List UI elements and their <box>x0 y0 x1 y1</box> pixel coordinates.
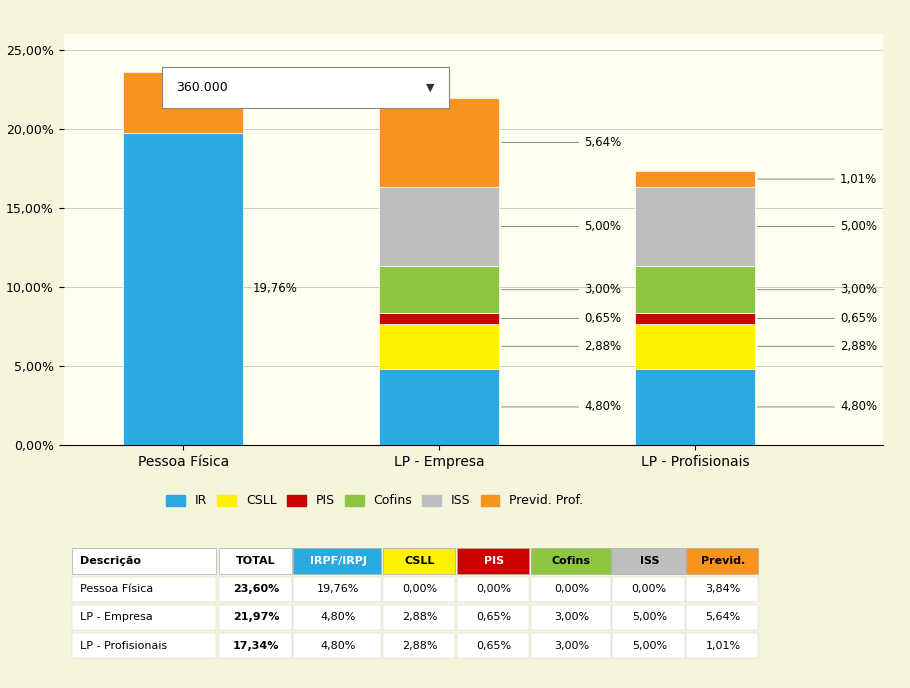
FancyBboxPatch shape <box>72 577 217 602</box>
FancyBboxPatch shape <box>686 548 758 574</box>
Text: 3,00%: 3,00% <box>554 612 589 623</box>
Text: 5,64%: 5,64% <box>705 612 741 623</box>
FancyBboxPatch shape <box>686 605 758 630</box>
Bar <box>635 187 754 266</box>
Bar <box>379 98 499 187</box>
Text: 21,97%: 21,97% <box>233 612 279 623</box>
Bar <box>635 323 754 369</box>
Text: 5,00%: 5,00% <box>632 612 667 623</box>
FancyBboxPatch shape <box>293 577 381 602</box>
FancyBboxPatch shape <box>293 548 381 574</box>
Bar <box>379 266 499 313</box>
Text: Pessoa Física: Pessoa Física <box>80 584 153 594</box>
Text: 23,60%: 23,60% <box>233 584 279 594</box>
FancyBboxPatch shape <box>219 577 291 602</box>
FancyBboxPatch shape <box>219 633 291 658</box>
FancyBboxPatch shape <box>383 548 455 574</box>
FancyBboxPatch shape <box>686 577 758 602</box>
FancyBboxPatch shape <box>531 548 611 574</box>
Text: 5,00%: 5,00% <box>632 641 667 651</box>
Text: 2,88%: 2,88% <box>402 612 438 623</box>
FancyBboxPatch shape <box>293 605 381 630</box>
FancyBboxPatch shape <box>383 633 455 658</box>
Text: 0,00%: 0,00% <box>402 584 438 594</box>
FancyBboxPatch shape <box>219 605 291 630</box>
FancyBboxPatch shape <box>457 577 529 602</box>
Text: 0,65%: 0,65% <box>757 312 877 325</box>
FancyBboxPatch shape <box>457 605 529 630</box>
Bar <box>379 313 499 323</box>
FancyBboxPatch shape <box>686 633 758 658</box>
FancyBboxPatch shape <box>72 548 217 574</box>
Text: 3,84%: 3,84% <box>253 96 290 109</box>
Bar <box>635 369 754 445</box>
FancyBboxPatch shape <box>612 577 684 602</box>
Bar <box>635 171 754 187</box>
Bar <box>379 187 499 266</box>
Text: 4,80%: 4,80% <box>320 612 356 623</box>
FancyBboxPatch shape <box>531 605 611 630</box>
Text: 0,00%: 0,00% <box>632 584 667 594</box>
FancyBboxPatch shape <box>531 633 611 658</box>
FancyBboxPatch shape <box>72 605 217 630</box>
Legend: IR, CSLL, PIS, Cofins, ISS, Previd. Prof.: IR, CSLL, PIS, Cofins, ISS, Previd. Prof… <box>161 489 589 513</box>
Text: CSLL: CSLL <box>405 556 435 566</box>
Bar <box>124 133 243 445</box>
Text: PIS: PIS <box>483 556 504 566</box>
FancyBboxPatch shape <box>612 633 684 658</box>
FancyBboxPatch shape <box>383 605 455 630</box>
Text: 4,80%: 4,80% <box>320 641 356 651</box>
FancyBboxPatch shape <box>457 548 529 574</box>
Text: 2,88%: 2,88% <box>757 340 877 353</box>
Text: ISS: ISS <box>640 556 659 566</box>
Text: 1,01%: 1,01% <box>757 173 877 186</box>
Text: 4,80%: 4,80% <box>757 400 877 413</box>
Text: IRPF/IRPJ: IRPF/IRPJ <box>309 556 367 566</box>
Text: Cofins: Cofins <box>552 556 591 566</box>
Text: Previd.: Previd. <box>701 556 745 566</box>
FancyBboxPatch shape <box>72 633 217 658</box>
Text: LP - Profisionais: LP - Profisionais <box>80 641 167 651</box>
Text: 3,00%: 3,00% <box>554 641 589 651</box>
Bar <box>379 369 499 445</box>
Text: 0,00%: 0,00% <box>476 584 511 594</box>
Text: 0,00%: 0,00% <box>554 584 589 594</box>
Text: 19,76%: 19,76% <box>253 282 298 295</box>
Bar <box>124 72 243 133</box>
Text: 2,88%: 2,88% <box>501 340 622 353</box>
FancyBboxPatch shape <box>612 548 684 574</box>
Text: 3,00%: 3,00% <box>501 283 622 296</box>
Text: 17,34%: 17,34% <box>233 641 279 651</box>
Text: 19,76%: 19,76% <box>317 584 359 594</box>
Text: 3,00%: 3,00% <box>757 283 877 296</box>
Text: 1,01%: 1,01% <box>705 641 741 651</box>
Text: 4,80%: 4,80% <box>501 400 622 413</box>
FancyBboxPatch shape <box>612 605 684 630</box>
Text: 0,65%: 0,65% <box>501 312 622 325</box>
Bar <box>379 323 499 369</box>
FancyBboxPatch shape <box>457 633 529 658</box>
FancyBboxPatch shape <box>383 577 455 602</box>
Text: 5,00%: 5,00% <box>757 220 877 233</box>
Bar <box>635 313 754 323</box>
Text: TOTAL: TOTAL <box>237 556 276 566</box>
FancyBboxPatch shape <box>293 633 381 658</box>
Text: 2,88%: 2,88% <box>402 641 438 651</box>
Bar <box>635 266 754 313</box>
Text: LP - Empresa: LP - Empresa <box>80 612 153 623</box>
Text: 0,65%: 0,65% <box>476 612 511 623</box>
Text: 3,84%: 3,84% <box>705 584 741 594</box>
Text: Descrição: Descrição <box>80 556 141 566</box>
Text: 5,64%: 5,64% <box>501 136 622 149</box>
Text: 5,00%: 5,00% <box>501 220 622 233</box>
Text: 0,65%: 0,65% <box>476 641 511 651</box>
FancyBboxPatch shape <box>219 548 291 574</box>
FancyBboxPatch shape <box>531 577 611 602</box>
